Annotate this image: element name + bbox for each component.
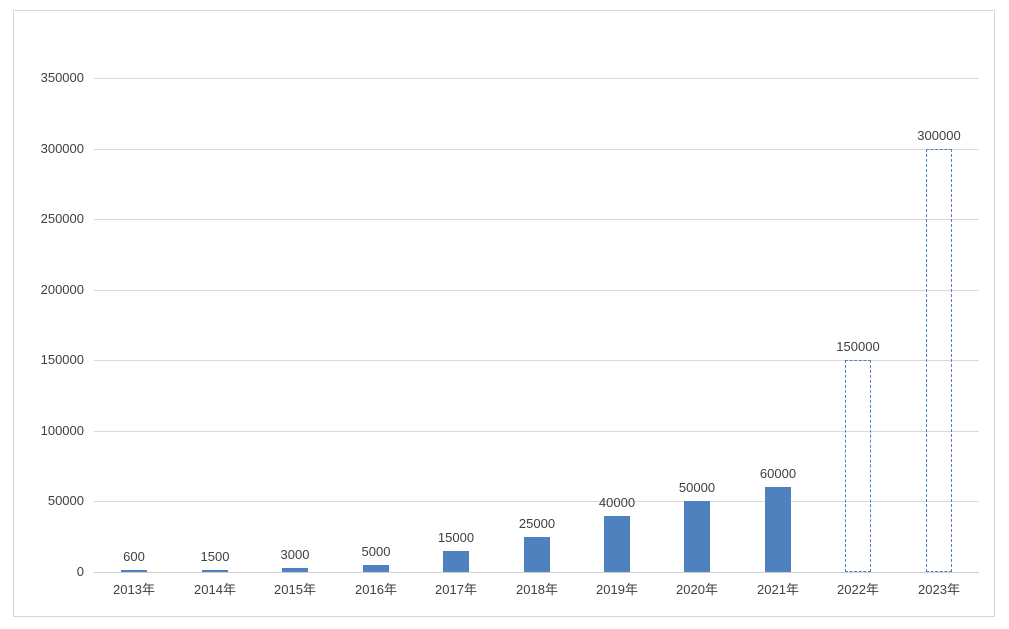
value-label-2018: 25000: [518, 516, 556, 531]
x-axis-tick-label-2019: 2019年: [596, 582, 638, 597]
y-axis-tick-label: 0: [76, 564, 84, 579]
gridline: [94, 78, 979, 79]
x-axis-tick-label-2015: 2015年: [274, 582, 316, 597]
value-label-2020: 50000: [678, 480, 716, 495]
bar-2017: [443, 551, 469, 572]
bar-2015: [282, 568, 308, 572]
gridline: [94, 501, 979, 502]
x-axis-tick-label-2013: 2013年: [113, 582, 155, 597]
gridline: [94, 290, 979, 291]
bar-2022: [845, 360, 871, 572]
value-label-2023: 300000: [917, 128, 961, 143]
bar-2023: [926, 149, 952, 572]
y-axis-tick-label: 200000: [40, 282, 84, 297]
x-axis-tick-label-2021: 2021年: [757, 582, 799, 597]
gridline: [94, 431, 979, 432]
y-axis-tick-label: 300000: [40, 141, 84, 156]
x-axis-tick-label-2023: 2023年: [918, 582, 960, 597]
gridline: [94, 149, 979, 150]
y-axis-tick-label: 100000: [40, 423, 84, 438]
bar-2021: [765, 487, 791, 572]
value-label-2015: 3000: [280, 547, 310, 562]
x-axis-tick-label-2016: 2016年: [355, 582, 397, 597]
value-label-2019: 40000: [598, 495, 636, 510]
x-axis-tick-label-2014: 2014年: [194, 582, 236, 597]
bar-2018: [524, 537, 550, 572]
chart-frame: 0 50000 100000 150000 200000 250000 300000 3500…: [13, 10, 995, 617]
x-axis-tick-label-2020: 2020年: [676, 582, 718, 597]
bar-2013: [121, 570, 147, 572]
bar-2020: [684, 501, 710, 572]
y-axis-tick-label: 350000: [40, 70, 84, 85]
value-label-2014: 1500: [200, 549, 230, 564]
gridline: [94, 219, 979, 220]
x-axis-tick-label-2022: 2022年: [837, 582, 879, 597]
bar-2019: [604, 516, 630, 572]
y-axis-tick-label: 50000: [47, 493, 84, 508]
value-label-2022: 150000: [836, 339, 880, 354]
x-axis-line: [94, 572, 979, 573]
value-label-2021: 60000: [759, 466, 797, 481]
value-label-2013: 600: [123, 549, 145, 564]
x-axis-tick-label-2017: 2017年: [435, 582, 477, 597]
bar-2014: [202, 570, 228, 572]
bar-2016: [363, 565, 389, 572]
y-axis-tick-label: 150000: [40, 352, 84, 367]
value-label-2016: 5000: [361, 544, 391, 559]
value-label-2017: 15000: [437, 530, 475, 545]
x-axis-tick-label-2018: 2018年: [516, 582, 558, 597]
gridline: [94, 360, 979, 361]
y-axis-tick-label: 250000: [40, 211, 84, 226]
